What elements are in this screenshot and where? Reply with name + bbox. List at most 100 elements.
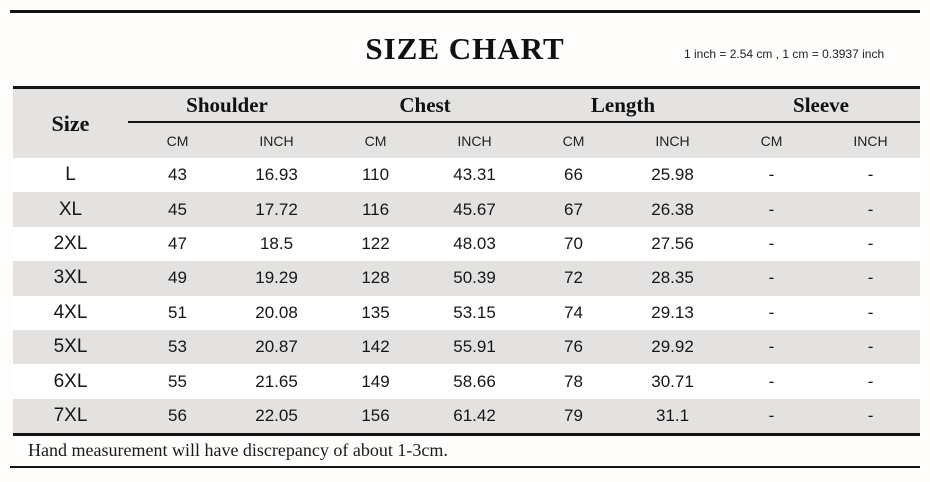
table-row: 5XL 53 20.87 142 55.91 76 29.92 - - [13, 329, 921, 365]
value-cell: 66 [564, 165, 583, 185]
value-cell: 29.13 [651, 302, 694, 322]
value-cell: - [768, 268, 775, 288]
value-cell: 43 [168, 165, 187, 185]
value-cell: - [768, 199, 775, 219]
table-row: 2XL 47 18.5 122 48.03 70 27.56 - - [13, 227, 920, 261]
value-cell: 70 [564, 233, 583, 253]
value-cell: - [768, 233, 775, 253]
value-cell: - [867, 405, 874, 425]
table-row: L 43 16.93 110 43.31 66 25.98 - - [13, 158, 920, 192]
value-cell: 19.29 [255, 268, 298, 288]
value-cell: 27.56 [651, 233, 694, 253]
top-rule [10, 10, 920, 13]
value-cell: 43.31 [453, 165, 496, 185]
value-cell: 78 [564, 371, 583, 391]
value-cell: 50.39 [453, 268, 496, 288]
value-cell: 20.08 [255, 302, 298, 322]
value-cell: 53 [168, 337, 187, 357]
value-cell: 156 [361, 405, 390, 425]
value-cell: 17.72 [255, 199, 298, 219]
column-header-size: Size [13, 87, 128, 158]
table-row: 6XL 55 21.65 149 58.66 78 30.71 - - [13, 364, 920, 398]
size-cell: 7XL [53, 404, 88, 426]
size-table: Size Shoulder Chest Length Sleeve CM INC… [13, 86, 921, 437]
value-cell: 110 [361, 165, 390, 185]
value-cell: - [768, 337, 775, 357]
value-cell: 26.38 [651, 199, 694, 219]
size-cell: 3XL [53, 267, 88, 289]
value-cell: 76 [564, 337, 583, 357]
unit-header-sleeve-cm: CM [722, 122, 822, 158]
value-cell: 51 [168, 302, 187, 322]
unit-header-row: CM INCH CM INCH CM INCH CM INCH [13, 122, 921, 158]
unit-header-chest-inch: INCH [425, 122, 525, 158]
unit-header-length-inch: INCH [623, 122, 723, 158]
size-cell: 5XL [53, 336, 88, 358]
value-cell: 55 [168, 371, 187, 391]
column-group-shoulder: Shoulder [128, 87, 327, 123]
value-cell: - [867, 165, 874, 185]
value-cell: 74 [564, 302, 583, 322]
value-cell: 25.98 [651, 165, 694, 185]
value-cell: 45 [168, 199, 187, 219]
value-cell: - [768, 165, 775, 185]
value-cell: - [867, 199, 874, 219]
value-cell: 72 [564, 268, 583, 288]
value-cell: 122 [361, 233, 390, 253]
value-cell: - [867, 268, 874, 288]
value-cell: 142 [361, 337, 390, 357]
value-cell: 16.93 [255, 165, 298, 185]
table-row: 7XL 56 22.05 156 61.42 79 31.1 - - [13, 398, 921, 435]
column-group-sleeve: Sleeve [722, 87, 921, 123]
table-row: XL 45 17.72 116 45.67 67 26.38 - - [13, 192, 921, 227]
value-cell: 18.5 [259, 233, 294, 253]
unit-header-shoulder-cm: CM [128, 122, 227, 158]
value-cell: 58.66 [453, 371, 496, 391]
value-cell: 45.67 [453, 199, 496, 219]
value-cell: 21.65 [255, 371, 298, 391]
value-cell: - [867, 302, 874, 322]
value-cell: - [768, 371, 775, 391]
value-cell: 53.15 [453, 302, 496, 322]
column-group-chest: Chest [326, 87, 525, 123]
size-cell: 6XL [53, 370, 88, 392]
unit-header-chest-cm: CM [326, 122, 426, 158]
table-body: L 43 16.93 110 43.31 66 25.98 - - XL 45 17.72 116 45.… [13, 158, 921, 435]
table-header: Size Shoulder Chest Length Sleeve CM INC… [13, 87, 921, 158]
value-cell: 55.91 [453, 337, 496, 357]
size-cell: L [65, 164, 76, 186]
value-cell: 128 [361, 268, 390, 288]
value-cell: 22.05 [255, 405, 298, 425]
value-cell: 48.03 [453, 233, 496, 253]
column-group-length: Length [524, 87, 723, 123]
value-cell: 29.92 [651, 337, 694, 357]
value-cell: 47 [168, 233, 187, 253]
value-cell: - [867, 233, 874, 253]
size-cell: 4XL [53, 301, 88, 323]
value-cell: 28.35 [651, 268, 694, 288]
bottom-rule [10, 466, 920, 468]
value-cell: 67 [564, 199, 583, 219]
value-cell: 56 [168, 405, 187, 425]
value-cell: 30.71 [651, 371, 694, 391]
value-cell: 61.42 [453, 405, 496, 425]
value-cell: 31.1 [655, 405, 690, 425]
value-cell: - [867, 371, 874, 391]
value-cell: 116 [361, 199, 390, 219]
conversion-note: 1 inch = 2.54 cm , 1 cm = 0.3937 inch [684, 47, 885, 61]
value-cell: 20.87 [255, 337, 298, 357]
value-cell: - [867, 337, 874, 357]
value-cell: - [768, 302, 775, 322]
value-cell: 79 [564, 405, 583, 425]
table-row: 3XL 49 19.29 128 50.39 72 28.35 - - [13, 261, 921, 296]
value-cell: 149 [361, 371, 390, 391]
value-cell: 49 [168, 268, 187, 288]
unit-header-sleeve-inch: INCH [821, 122, 921, 158]
value-cell: - [768, 405, 775, 425]
value-cell: 135 [361, 302, 390, 322]
group-header-row: Size Shoulder Chest Length Sleeve [13, 87, 921, 158]
unit-header-length-cm: CM [524, 122, 624, 158]
size-cell: XL [58, 198, 83, 220]
size-cell: 2XL [53, 232, 88, 254]
